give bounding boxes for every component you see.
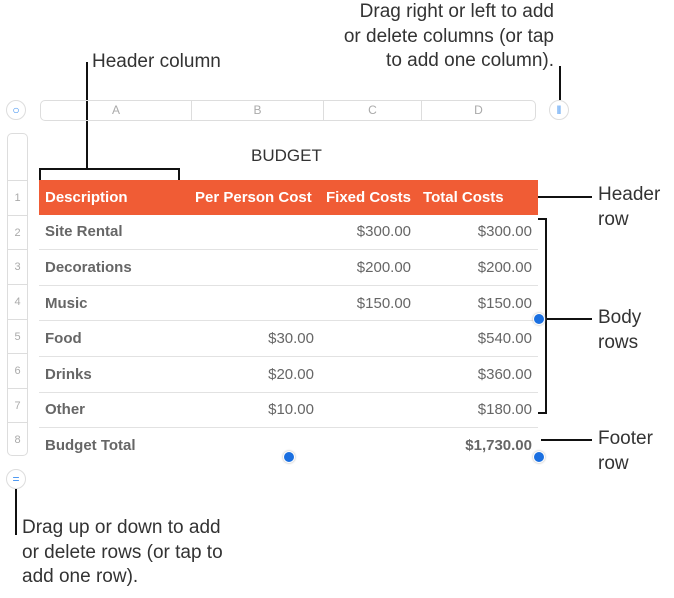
callout-line: add one row). xyxy=(22,566,139,587)
header-column-label: Header column xyxy=(92,51,221,72)
row-number[interactable]: 8 xyxy=(8,422,27,457)
footer-cell[interactable]: $1,730.00 xyxy=(465,436,532,454)
footer-cell[interactable]: Budget Total xyxy=(45,436,136,454)
table-cell[interactable]: Music xyxy=(39,285,189,322)
resize-handle[interactable] xyxy=(283,451,295,463)
footer-row: Budget Total $1,730.00 xyxy=(39,428,538,463)
table-cell[interactable] xyxy=(189,214,320,251)
table-cell[interactable]: Food xyxy=(39,320,189,357)
table-cell[interactable]: Decorations xyxy=(39,249,189,286)
table-cell[interactable]: $360.00 xyxy=(417,356,538,393)
callout-line: Drag up or down to add xyxy=(22,517,221,538)
table-cell[interactable]: Other xyxy=(39,392,189,429)
table-cell[interactable]: $300.00 xyxy=(417,214,538,251)
header-cell[interactable]: Per Person Cost xyxy=(189,180,320,215)
columns-callout: Drag right or left to add or delete colu… xyxy=(344,0,554,74)
table-cell[interactable] xyxy=(320,392,418,429)
table-cell[interactable]: $200.00 xyxy=(417,249,538,286)
row-number[interactable]: 3 xyxy=(8,249,27,284)
row-number[interactable]: 5 xyxy=(8,319,27,354)
add-column-button[interactable]: ‖ xyxy=(549,100,569,120)
table-cell[interactable] xyxy=(189,285,320,322)
budget-table: Description Per Person Cost Fixed Costs … xyxy=(39,180,538,463)
column-header-bar[interactable]: A B C D xyxy=(40,100,536,121)
callout-line: or delete columns (or tap xyxy=(343,25,554,47)
column-a[interactable]: A xyxy=(41,101,192,120)
table-row: Decorations $200.00 $200.00 xyxy=(39,249,538,286)
table-cell[interactable]: Drinks xyxy=(39,356,189,393)
circle-icon: ○ xyxy=(12,103,20,117)
row-number[interactable]: 6 xyxy=(8,353,27,388)
table-cell[interactable] xyxy=(320,356,418,393)
callout-line: Drag right or left to add xyxy=(359,1,554,22)
footer-row-callout: Footer row xyxy=(598,427,653,476)
callout-line: row xyxy=(598,452,629,474)
callout-line: Header xyxy=(598,184,661,205)
column-c[interactable]: C xyxy=(324,101,422,120)
table-cell[interactable]: Site Rental xyxy=(39,214,189,251)
callout-line: row xyxy=(598,208,629,230)
table-cell[interactable]: $200.00 xyxy=(320,249,418,286)
row-number[interactable]: 2 xyxy=(8,215,27,250)
row-number[interactable]: 7 xyxy=(8,388,27,423)
table-cell[interactable]: $150.00 xyxy=(320,285,418,322)
row-number[interactable]: 4 xyxy=(8,284,27,319)
column-b[interactable]: B xyxy=(192,101,324,120)
table-cell[interactable]: $30.00 xyxy=(189,320,320,357)
header-row-callout: Header row xyxy=(598,183,660,232)
select-table-button[interactable]: ○ xyxy=(6,100,26,120)
table-cell[interactable]: $20.00 xyxy=(189,356,320,393)
callout-line: Body xyxy=(598,307,642,328)
header-cell[interactable]: Description xyxy=(39,180,189,215)
table-cell[interactable]: $540.00 xyxy=(417,320,538,357)
callout-line: to add one column). xyxy=(386,50,554,71)
header-row: Description Per Person Cost Fixed Costs … xyxy=(39,180,538,215)
table-cell[interactable]: $180.00 xyxy=(417,392,538,429)
table-cell[interactable]: $150.00 xyxy=(417,285,538,322)
table-row: Drinks $20.00 $360.00 xyxy=(39,356,538,393)
body-rows-callout: Body rows xyxy=(598,306,641,355)
callout-line: rows xyxy=(598,331,639,353)
table-row: Food $30.00 $540.00 xyxy=(39,320,538,357)
header-cell[interactable]: Total Costs xyxy=(417,180,538,215)
rows-callout: Drag up or down to add or delete rows (o… xyxy=(22,516,223,590)
table-row: Other $10.00 $180.00 xyxy=(39,392,538,429)
callout-line: or delete rows (or tap to xyxy=(22,541,223,563)
equals-icon: = xyxy=(12,472,20,486)
footer-cell[interactable] xyxy=(320,428,417,463)
add-row-button[interactable]: = xyxy=(6,469,26,489)
resize-handle[interactable] xyxy=(533,451,545,463)
resize-handle[interactable] xyxy=(533,313,545,325)
header-cell[interactable]: Fixed Costs xyxy=(320,180,418,215)
table-row: Music $150.00 $150.00 xyxy=(39,285,538,322)
table-cell[interactable]: $10.00 xyxy=(189,392,320,429)
table-cell[interactable]: $300.00 xyxy=(320,214,418,251)
table-cell[interactable] xyxy=(320,320,418,357)
row-number[interactable]: 1 xyxy=(8,180,27,215)
table-row: Site Rental $300.00 $300.00 xyxy=(39,214,538,251)
table-cell[interactable] xyxy=(189,249,320,286)
callout-line: Footer xyxy=(598,428,653,449)
column-d[interactable]: D xyxy=(474,103,483,117)
pause-bars-icon: ‖ xyxy=(556,103,562,117)
footer-cell[interactable] xyxy=(189,428,320,463)
row-header-bar[interactable]: 1 2 3 4 5 6 7 8 xyxy=(7,133,28,456)
table-title: BUDGET xyxy=(251,146,322,165)
